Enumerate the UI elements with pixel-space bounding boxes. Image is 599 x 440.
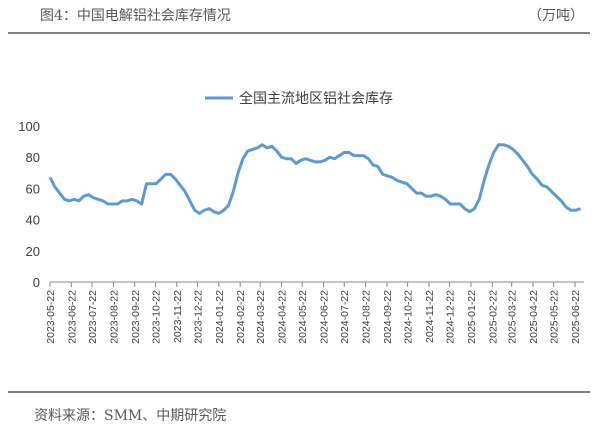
x-tick-label: 2024-07-22 [339,290,351,344]
unit-label: （万吨） [528,8,584,24]
y-tick-label: 40 [26,213,40,228]
y-tick-label: 100 [18,119,40,134]
x-tick-label: 2024-09-22 [382,290,394,344]
source-note: 资料来源：SMM、中期研究院 [34,408,226,424]
x-tick-label: 2024-01-22 [214,290,226,344]
x-tick-label: 2023-11-22 [172,290,184,343]
x-tick-label: 2025-02-22 [487,290,499,344]
figure-title: 图4：中国电解铝社会库存情况 [40,8,231,24]
y-tick-label: 80 [26,150,40,165]
x-tick-label: 2023-05-22 [45,290,57,344]
x-tick-label: 2023-06-22 [66,290,78,344]
y-tick-label: 0 [33,275,40,290]
x-tick-label: 2025-03-22 [507,290,519,344]
x-tick-label: 2025-04-22 [528,290,540,344]
y-tick-label: 20 [26,244,40,259]
x-tick-label: 2023-07-22 [87,290,99,344]
x-tick-label: 2024-02-22 [235,290,247,344]
x-tick-label: 2023-10-22 [150,290,162,344]
x-tick-label: 2024-03-22 [255,290,267,344]
x-tick-label: 2024-12-22 [445,290,457,344]
x-tick-label: 2023-09-22 [130,290,142,344]
y-tick-label: 60 [26,181,40,196]
x-tick-label: 2024-10-22 [403,290,415,344]
series-line [48,143,582,215]
x-tick-label: 2024-04-22 [277,290,289,344]
x-tick-label: 2024-11-22 [424,290,436,343]
x-tick-label: 2025-06-22 [570,290,582,344]
x-tick-label: 2025-01-22 [466,290,478,344]
x-tick-label: 2025-05-22 [549,290,561,344]
legend-label: 全国主流地区铝社会库存 [239,90,393,106]
x-tick-label: 2024-08-22 [361,290,373,344]
x-tick-label: 2024-05-22 [297,290,309,344]
x-tick-label: 2023-12-22 [192,290,204,344]
x-tick-label: 2023-08-22 [108,290,120,344]
x-tick-label: 2024-06-22 [319,290,331,344]
